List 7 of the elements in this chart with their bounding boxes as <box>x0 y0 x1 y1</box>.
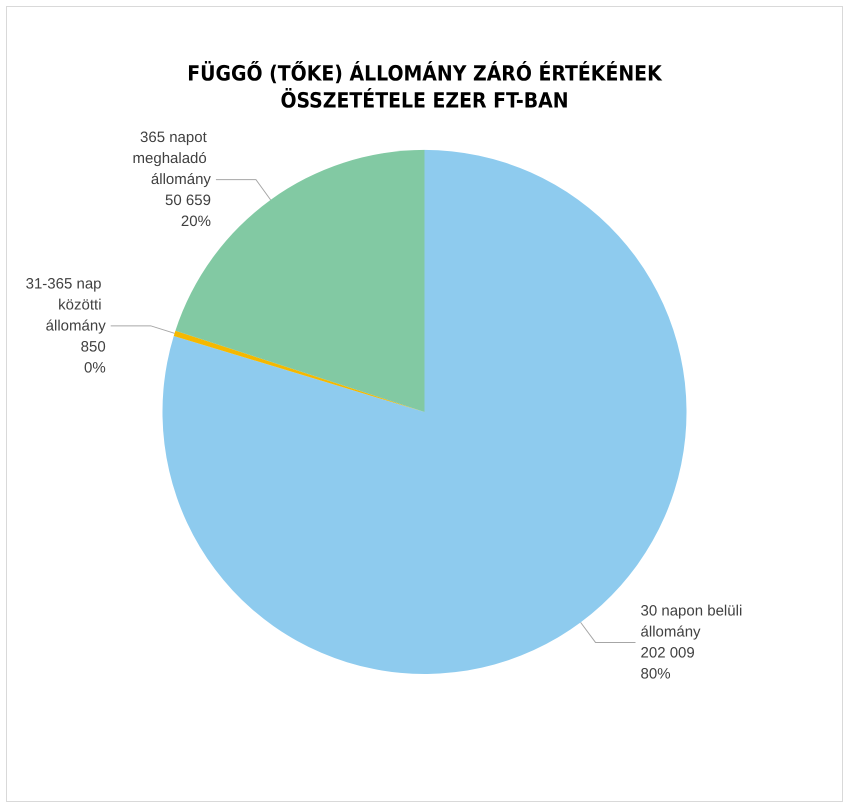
chart-title: FÜGGŐ (TŐKE) ÁLLOMÁNY ZÁRÓ ÉRTÉKÉNEK ÖSSZETÉTELE EZER FT-BAN <box>187 60 664 112</box>
data-label: 50 659 20% <box>165 192 211 230</box>
data-label: 202 009 80% <box>640 644 695 682</box>
slice-label: 365 napot meghaladó állomány <box>132 129 212 188</box>
data-label: 850 0% <box>80 338 106 376</box>
slice-label: 30 napon belüli állomány <box>640 602 746 640</box>
slice-label: 31-365 nap közötti állomány <box>26 275 106 334</box>
